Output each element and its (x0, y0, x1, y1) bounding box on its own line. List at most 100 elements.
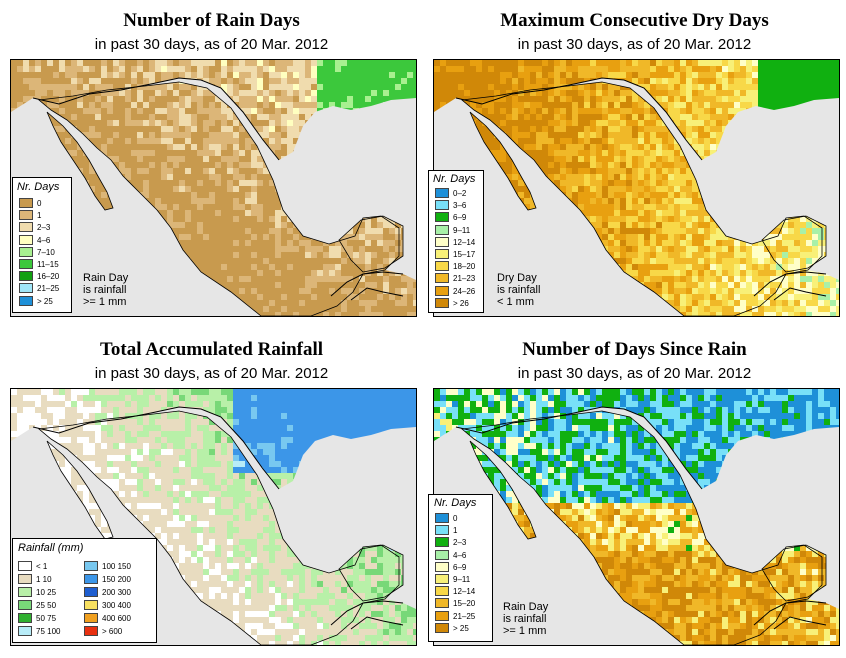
legend-label: < 1 (36, 562, 48, 571)
country-border (455, 77, 703, 161)
map-days-since-rain (433, 388, 840, 646)
legend-label: 100 150 (102, 562, 131, 571)
coastline (338, 544, 404, 602)
legend: Rainfall (mm) < 1 1 10 10 25 25 50 50 75 75 1… (12, 538, 157, 643)
legend-label: 300 400 (102, 601, 131, 610)
legend-label: 0–2 (453, 189, 467, 198)
map-svg (434, 60, 839, 316)
legend-swatch (19, 234, 33, 245)
legend-swatch (19, 198, 33, 208)
legend-swatch (435, 525, 449, 536)
legend-title: Nr. Days (17, 181, 60, 193)
legend-swatch (19, 246, 33, 257)
country-border (773, 616, 827, 630)
legend-swatch (18, 613, 32, 623)
legend-label: 2–3 (453, 538, 467, 548)
country-border (753, 271, 827, 297)
map-svg (434, 389, 839, 645)
map-svg (11, 60, 416, 316)
legend-swatch (435, 561, 449, 572)
panel-subtitle: in past 30 days, as of 20 Mar. 2012 (517, 36, 752, 53)
legend-swatch (435, 549, 449, 560)
panel-subtitle: in past 30 days, as of 20 Mar. 2012 (94, 365, 329, 382)
legend-label: 4–6 (453, 550, 467, 560)
legend-label: > 600 (102, 627, 123, 636)
legend-swatch (435, 236, 449, 247)
coastline (469, 440, 537, 540)
country-border (32, 77, 280, 161)
legend-swatch (18, 574, 32, 584)
legend-label: 9–11 (453, 575, 471, 584)
legend-swatch (435, 537, 449, 548)
legend-swatch (435, 622, 449, 633)
legend-swatch (19, 222, 33, 233)
coastline (469, 111, 537, 211)
legend-note: Rain Day is rainfall >= 1 mm (503, 601, 549, 637)
legend-swatch (435, 261, 449, 272)
legend-label: 0 (37, 199, 42, 208)
legend-swatch (84, 600, 98, 610)
legend-note: Rain Day is rainfall >= 1 mm (83, 272, 129, 308)
coastline (46, 111, 114, 211)
panel-title: Number of Rain Days (123, 10, 300, 31)
panel-rain-days: Number of Rain Days in past 30 days, as … (0, 0, 423, 329)
legend-label: 1 (453, 526, 458, 536)
coastline (338, 215, 404, 273)
legend-swatch (19, 271, 33, 282)
legend-swatch (19, 210, 33, 221)
legend-label: 15–17 (453, 250, 476, 259)
legend-label: 25 50 (36, 601, 57, 610)
legend-title: Nr. Days (434, 497, 477, 509)
panel-title: Total Accumulated Rainfall (99, 339, 324, 360)
country-border (455, 406, 703, 490)
legend-label: 0 (453, 514, 458, 523)
legend-title: Rainfall (mm) (18, 542, 84, 554)
legend-label: 50 75 (36, 614, 57, 623)
legend-swatch (18, 600, 32, 610)
legend-swatch (19, 283, 33, 294)
legend-swatch (435, 249, 449, 259)
legend: Nr. Days 0 1 2–3 4–6 6–9 9–11 12–14 15–20 21–25 >… (428, 494, 493, 642)
legend: Nr. Days 0 1 2–3 4–6 7–10 11–15 16–20 21–25 > 25 (12, 177, 72, 313)
legend-label: > 25 (37, 296, 53, 306)
legend-swatch (18, 626, 32, 636)
coastline (761, 215, 827, 273)
panel-total-rainfall: Total Accumulated Rainfall in past 30 da… (0, 329, 423, 658)
panel-days-since-rain: Number of Days Since Rain in past 30 day… (423, 329, 846, 658)
legend-label: 3–6 (453, 201, 467, 211)
legend-label: 6–9 (453, 562, 467, 572)
legend-swatch (435, 513, 449, 523)
legend-label: 200 300 (102, 588, 131, 597)
country-border (773, 287, 827, 301)
legend-swatch (435, 574, 449, 584)
legend-swatch (19, 259, 33, 269)
coastline (38, 81, 400, 316)
legend-label: > 26 (453, 298, 469, 308)
legend-label: 11–15 (37, 260, 59, 269)
legend-label: 4–6 (37, 235, 51, 245)
country-border (330, 600, 404, 626)
legend-swatch (84, 626, 98, 636)
legend-label: 12–14 (453, 237, 476, 247)
legend-label: 9–11 (453, 225, 471, 235)
legend-label: 15–20 (453, 599, 476, 609)
legend-swatch (435, 212, 449, 223)
legend-label: 18–20 (453, 262, 476, 272)
country-border (330, 271, 404, 297)
country-border (32, 406, 280, 490)
legend-swatch (435, 297, 449, 308)
panel-title: Maximum Consecutive Dry Days (500, 10, 769, 31)
country-border (753, 600, 827, 626)
legend-label: 7–10 (37, 247, 55, 257)
panel-subtitle: in past 30 days, as of 20 Mar. 2012 (517, 365, 752, 382)
legend-swatch (84, 574, 98, 584)
coastline (761, 544, 827, 602)
legend-label: 21–23 (453, 274, 476, 284)
legend-swatch (84, 561, 98, 571)
country-border (350, 616, 404, 630)
legend-label: 21–25 (453, 611, 476, 621)
legend-swatch (435, 610, 449, 621)
legend-note: Dry Day is rainfall < 1 mm (497, 272, 541, 308)
legend-swatch (435, 586, 449, 597)
panel-title: Number of Days Since Rain (522, 339, 747, 360)
